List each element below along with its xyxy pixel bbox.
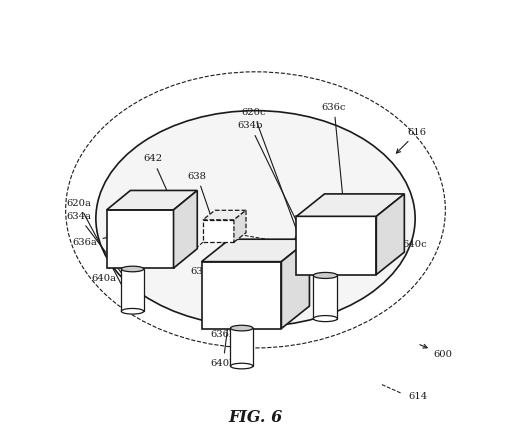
Text: 636c: 636c [322, 103, 352, 271]
Text: 634a: 634a [66, 212, 130, 284]
Text: 636b: 636b [211, 285, 236, 339]
Text: 640b: 640b [211, 266, 237, 368]
Text: FIG. 6: FIG. 6 [228, 409, 283, 427]
Polygon shape [282, 239, 310, 329]
Ellipse shape [121, 309, 144, 314]
Polygon shape [174, 191, 197, 268]
Text: 600: 600 [420, 344, 453, 359]
Ellipse shape [313, 272, 337, 278]
Ellipse shape [96, 111, 415, 326]
Ellipse shape [121, 266, 144, 272]
Ellipse shape [313, 316, 337, 322]
Polygon shape [296, 216, 376, 274]
Polygon shape [121, 269, 144, 311]
Text: 620b: 620b [294, 235, 319, 258]
Text: 640a: 640a [91, 213, 142, 283]
Polygon shape [230, 328, 253, 366]
Polygon shape [313, 275, 337, 319]
Text: 620a: 620a [66, 199, 131, 302]
Ellipse shape [230, 325, 253, 331]
Polygon shape [201, 239, 310, 262]
Text: 634b: 634b [238, 121, 321, 271]
Text: 620c: 620c [241, 108, 324, 304]
Polygon shape [203, 220, 234, 242]
Text: 636a: 636a [73, 236, 111, 247]
Polygon shape [296, 194, 404, 216]
Text: 634b: 634b [190, 267, 240, 324]
Polygon shape [203, 210, 246, 220]
Text: 640c: 640c [358, 218, 427, 249]
Polygon shape [107, 210, 174, 268]
Text: 616: 616 [397, 128, 427, 153]
Polygon shape [201, 262, 282, 329]
Text: 642: 642 [143, 154, 189, 239]
Ellipse shape [230, 363, 253, 369]
Text: 614: 614 [409, 392, 428, 401]
Polygon shape [376, 194, 404, 274]
Text: 638: 638 [188, 172, 218, 236]
Polygon shape [234, 210, 246, 242]
Polygon shape [107, 191, 197, 210]
